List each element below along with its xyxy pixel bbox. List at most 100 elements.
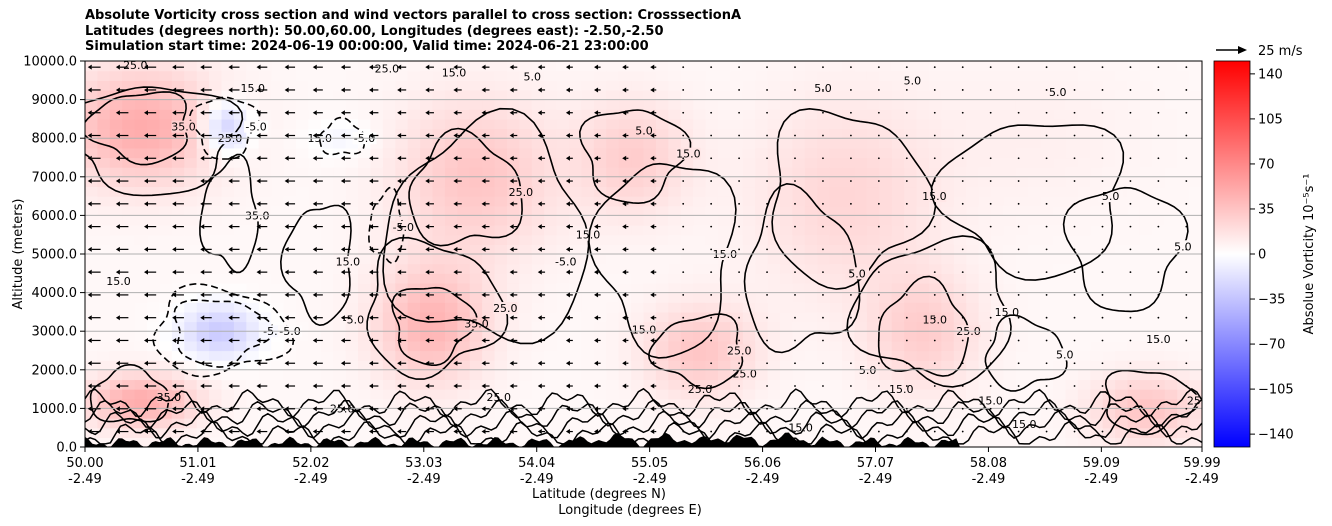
field-cell: [221, 61, 235, 72]
field-cell: [1127, 89, 1141, 101]
wind-vector-head: [256, 155, 261, 161]
field-cell: [221, 186, 235, 197]
field-cell: [345, 99, 359, 110]
field-cell: [109, 254, 123, 265]
field-cell: [482, 369, 496, 381]
field-cell: [842, 292, 856, 303]
field-cell: [1040, 215, 1054, 226]
field-cell: [209, 118, 223, 130]
wind-vector-head: [509, 201, 514, 207]
field-cell: [1139, 331, 1153, 342]
field-cell: [1053, 128, 1067, 139]
field-cell: [928, 99, 942, 110]
field-cell: [221, 205, 235, 216]
field-cell: [792, 118, 806, 130]
field-cell: [804, 138, 818, 149]
field-cell: [320, 167, 334, 178]
field-cell: [209, 70, 223, 81]
field-cell: [904, 263, 918, 274]
field-cell: [569, 369, 583, 381]
wind-vector: [905, 134, 908, 137]
field-cell: [271, 292, 285, 303]
field-cell: [283, 147, 297, 159]
field-cell: [358, 167, 372, 178]
wind-vector-head: [312, 292, 317, 298]
wind-vector: [1129, 157, 1132, 160]
field-cell: [444, 408, 458, 419]
field-cell: [432, 418, 446, 429]
field-cell: [407, 109, 421, 120]
field-cell: [233, 254, 247, 265]
wind-vector-head: [312, 246, 317, 252]
field-cell: [618, 360, 632, 371]
wind-vector-head: [509, 269, 514, 275]
wind-vector: [738, 66, 740, 69]
field-cell: [953, 89, 967, 101]
field-cell: [345, 215, 359, 226]
field-cell: [693, 234, 707, 245]
field-cell: [569, 418, 583, 429]
wind-vector: [682, 134, 685, 137]
field-cell: [1028, 99, 1042, 110]
field-cell: [320, 215, 334, 226]
field-cell: [891, 331, 905, 342]
field-cell: [928, 321, 942, 332]
field-cell: [184, 282, 198, 294]
field-cell: [705, 89, 719, 101]
field-cell: [730, 379, 744, 390]
field-cell: [916, 70, 930, 81]
field-cell: [854, 427, 868, 438]
field-cell: [457, 118, 471, 130]
field-cell: [122, 61, 136, 72]
field-cell: [122, 389, 136, 400]
field-cell: [1152, 215, 1166, 226]
field-cell: [767, 138, 781, 149]
x-tick-label-lat: 57.07: [857, 456, 894, 471]
field-cell: [171, 282, 185, 294]
field-cell: [569, 389, 583, 400]
wind-vector-head: [312, 178, 317, 184]
wind-vector: [1185, 157, 1188, 160]
field-cell: [780, 292, 794, 303]
field-cell: [382, 244, 396, 255]
field-cell: [382, 360, 396, 371]
field-cell: [581, 89, 595, 101]
field-cell: [717, 196, 731, 207]
field-cell: [655, 302, 669, 313]
field-cell: [395, 398, 409, 409]
wind-vector-head: [200, 87, 205, 93]
field-cell: [519, 167, 533, 178]
field-cell: [680, 215, 694, 226]
wind-vector-head: [481, 383, 486, 389]
field-cell: [519, 196, 533, 207]
field-cell: [829, 360, 843, 371]
field-cell: [904, 167, 918, 178]
wind-vector: [1157, 157, 1160, 160]
field-cell: [655, 205, 669, 216]
field-cell: [444, 398, 458, 409]
field-cell: [295, 147, 309, 159]
field-cell: [705, 369, 719, 381]
wind-vector: [710, 180, 713, 182]
field-cell: [506, 205, 520, 216]
wind-vector: [1045, 362, 1048, 365]
field-cell: [829, 89, 843, 101]
field-cell: [780, 215, 794, 226]
wind-vector-head: [509, 132, 514, 138]
field-cell: [1053, 360, 1067, 371]
wind-vector-head: [256, 224, 261, 230]
field-cell: [122, 427, 136, 438]
wind-vector-head: [481, 64, 486, 70]
field-cell: [333, 350, 347, 361]
field-cell: [358, 350, 372, 361]
field-cell: [705, 186, 719, 197]
field-cell: [544, 118, 558, 130]
field-cell: [966, 369, 980, 381]
field-cell: [271, 369, 285, 381]
field-cell: [370, 80, 384, 91]
field-cell: [370, 254, 384, 265]
field-cell: [345, 61, 359, 72]
wind-vector-head: [369, 87, 374, 93]
field-cell: [420, 186, 434, 197]
field-cell: [829, 379, 843, 390]
